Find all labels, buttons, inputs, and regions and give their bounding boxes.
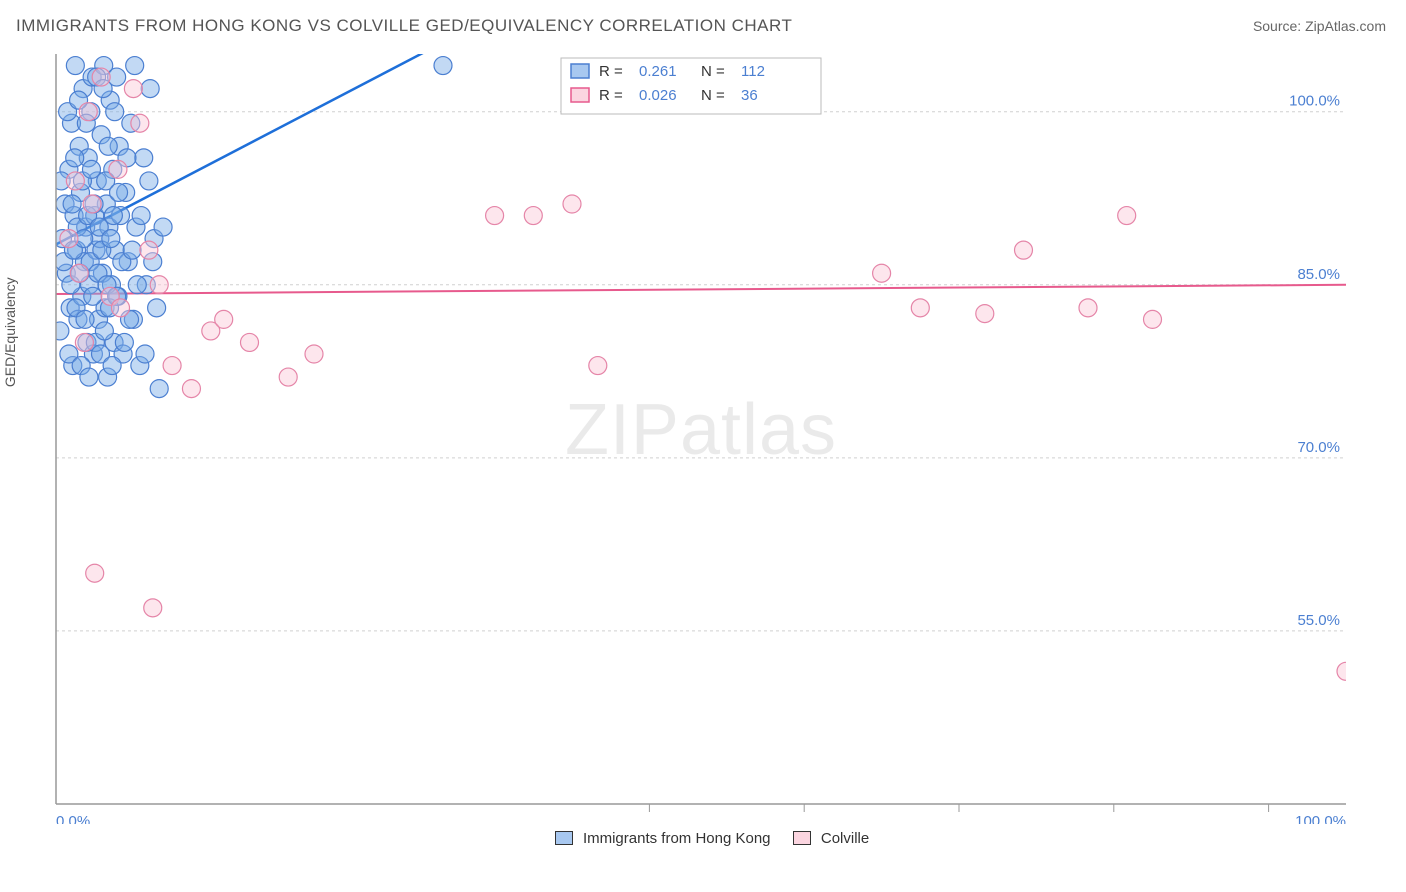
legend-swatch-pink xyxy=(793,831,811,845)
data-point-pink xyxy=(589,357,607,375)
data-point-pink xyxy=(1079,299,1097,317)
data-point-pink xyxy=(1337,662,1355,680)
y-tick-label: 100.0% xyxy=(1289,93,1340,110)
data-point-blue xyxy=(115,333,133,351)
chart-container: GED/Equivalency 100.0%85.0%70.0%55.0%ZIP… xyxy=(16,44,1390,824)
data-point-blue xyxy=(135,149,153,167)
legend-swatch-blue xyxy=(571,64,589,78)
data-point-pink xyxy=(163,357,181,375)
data-point-pink xyxy=(486,207,504,225)
data-point-pink xyxy=(86,564,104,582)
legend-r-label: R = xyxy=(599,63,623,80)
data-point-blue xyxy=(110,183,128,201)
data-point-pink xyxy=(524,207,542,225)
data-point-blue xyxy=(132,207,150,225)
data-point-pink xyxy=(124,80,142,98)
watermark: ZIPatlas xyxy=(565,390,837,470)
data-point-blue xyxy=(51,322,69,340)
legend-label-blue: Immigrants from Hong Kong xyxy=(583,830,771,847)
data-point-blue xyxy=(66,149,84,167)
data-point-blue xyxy=(126,57,144,75)
data-point-pink xyxy=(305,345,323,363)
data-point-pink xyxy=(75,333,93,351)
data-point-blue xyxy=(103,357,121,375)
chart-header: IMMIGRANTS FROM HONG KONG VS COLVILLE GE… xyxy=(0,0,1406,44)
data-point-pink xyxy=(1015,241,1033,259)
data-point-pink xyxy=(70,264,88,282)
x-tick-label: 0.0% xyxy=(56,813,90,824)
data-point-blue xyxy=(136,345,154,363)
y-tick-label: 70.0% xyxy=(1297,439,1340,456)
data-point-pink xyxy=(563,195,581,213)
scatter-chart: 100.0% 85.0% 70.0% 55.0% ZIPatlas 0.0% 100.0% R… xyxy=(16,44,1390,824)
data-point-pink xyxy=(1118,207,1136,225)
data-point-pink xyxy=(182,380,200,398)
data-point-pink xyxy=(109,160,127,178)
data-point-pink xyxy=(60,230,78,248)
y-tick-label: 85.0% xyxy=(1297,266,1340,283)
legend-label-pink: Colville xyxy=(821,830,869,847)
data-point-blue xyxy=(80,368,98,386)
source-attribution: Source: ZipAtlas.com xyxy=(1253,18,1386,34)
data-point-pink xyxy=(112,299,130,317)
data-point-blue xyxy=(76,310,94,328)
data-point-pink xyxy=(150,276,168,294)
data-point-blue xyxy=(106,103,124,121)
data-point-blue xyxy=(150,380,168,398)
x-tick-label: 100.0% xyxy=(1295,813,1346,824)
data-point-pink xyxy=(976,305,994,323)
legend-swatch-pink xyxy=(571,88,589,102)
data-point-pink xyxy=(83,195,101,213)
data-point-pink xyxy=(140,241,158,259)
data-point-pink xyxy=(131,114,149,132)
legend-n-label: N = xyxy=(701,63,725,80)
legend-bottom: Immigrants from Hong Kong Colville xyxy=(0,824,1406,847)
data-point-blue xyxy=(99,137,117,155)
data-point-pink xyxy=(215,310,233,328)
y-tick-label: 55.0% xyxy=(1297,612,1340,629)
data-point-pink xyxy=(79,103,97,121)
legend-swatch-blue xyxy=(555,831,573,845)
data-point-pink xyxy=(1144,310,1162,328)
chart-title: IMMIGRANTS FROM HONG KONG VS COLVILLE GE… xyxy=(16,16,792,36)
data-point-blue xyxy=(63,195,81,213)
legend-n-value-pink: 36 xyxy=(741,87,758,104)
data-point-blue xyxy=(434,57,452,75)
y-axis-label: GED/Equivalency xyxy=(2,277,18,387)
legend-r-label: R = xyxy=(599,87,623,104)
data-point-pink xyxy=(66,172,84,190)
trend-line-pink xyxy=(56,285,1346,294)
data-point-blue xyxy=(66,57,84,75)
legend-n-label: N = xyxy=(701,87,725,104)
data-point-pink xyxy=(873,264,891,282)
legend-r-value-blue: 0.261 xyxy=(639,63,677,80)
data-point-blue xyxy=(102,230,120,248)
data-point-blue xyxy=(140,172,158,190)
legend-n-value-blue: 112 xyxy=(741,63,765,80)
data-point-blue xyxy=(154,218,172,236)
data-point-pink xyxy=(279,368,297,386)
legend-r-value-pink: 0.026 xyxy=(639,87,677,104)
data-point-blue xyxy=(104,207,122,225)
data-point-pink xyxy=(144,599,162,617)
data-point-pink xyxy=(911,299,929,317)
data-point-pink xyxy=(241,333,259,351)
data-point-blue xyxy=(123,241,141,259)
data-point-blue xyxy=(95,322,113,340)
data-point-blue xyxy=(148,299,166,317)
data-point-blue xyxy=(141,80,159,98)
data-point-pink xyxy=(92,68,110,86)
data-point-blue xyxy=(128,276,146,294)
